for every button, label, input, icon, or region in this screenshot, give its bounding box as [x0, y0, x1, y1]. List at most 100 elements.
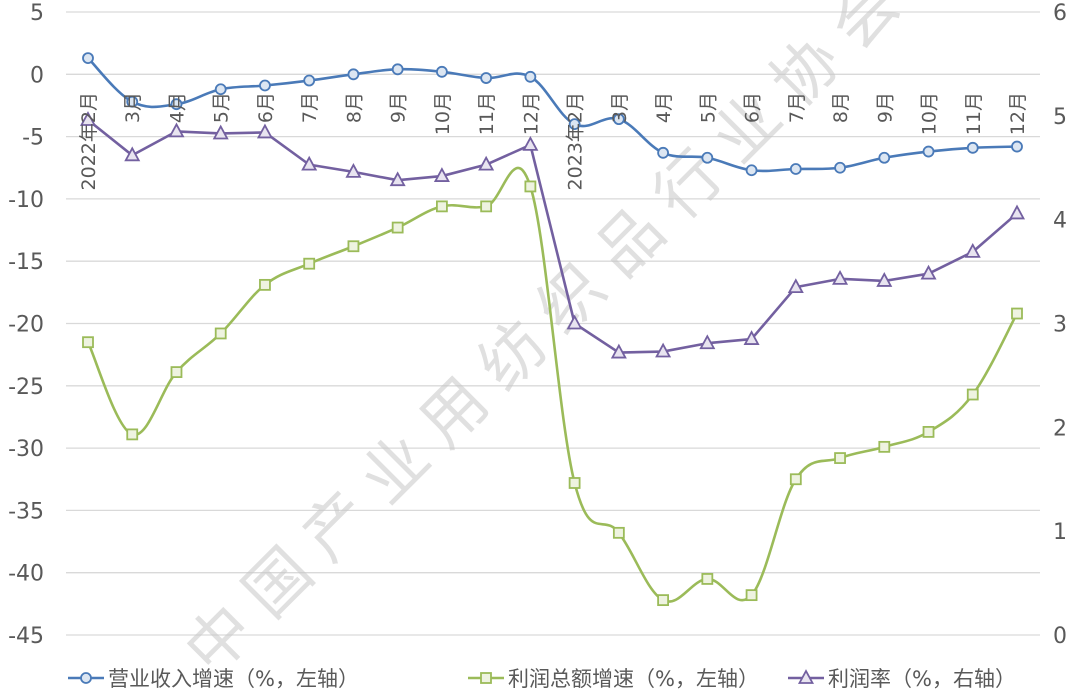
square-marker [878, 440, 891, 453]
square-marker [436, 200, 448, 213]
circle-marker [568, 118, 581, 131]
triangle-marker [610, 343, 627, 359]
square-marker [966, 388, 979, 401]
triangle-marker [797, 669, 815, 684]
triangle-marker [655, 342, 672, 358]
legend-item: 利润总额增速（%，左轴） [468, 667, 759, 691]
x-tick-label: 5月 [211, 92, 233, 123]
circle-marker [612, 113, 625, 126]
triangle-marker [920, 264, 937, 280]
x-tick-label: 3月 [609, 92, 631, 123]
circle-marker [480, 72, 493, 84]
x-tick-label: 9月 [874, 92, 896, 123]
watermark-char: 产 [289, 478, 387, 576]
left-tick-label: -25 [8, 375, 44, 400]
x-tick-label: 10月 [432, 92, 454, 135]
circle-marker [745, 164, 758, 177]
x-tick-label: 4月 [653, 92, 675, 123]
circle-marker [878, 151, 891, 164]
square-marker [391, 221, 404, 234]
watermark-char: 织 [523, 250, 621, 348]
series-square [82, 166, 1023, 607]
right-y-axis: 6 5 4 3 2 1 0 [1053, 1, 1067, 649]
square-marker [480, 672, 492, 684]
square-marker [303, 257, 316, 270]
watermark-char: 用 [406, 364, 504, 462]
circle-marker [922, 145, 935, 158]
triangle-marker [79, 111, 97, 126]
left-tick-label: -15 [8, 250, 44, 275]
circle-marker [126, 95, 139, 108]
x-tick-label: 12月 [1007, 92, 1029, 135]
x-tick-label: 6月 [255, 92, 277, 123]
square-marker [657, 594, 669, 607]
square-marker [922, 426, 935, 438]
x-tick-label: 8月 [343, 92, 365, 123]
circle-marker [80, 672, 92, 684]
triangle-marker [743, 330, 760, 345]
x-tick-label: 7月 [786, 92, 808, 123]
right-tick-label: 1 [1053, 520, 1067, 545]
square-marker [834, 452, 846, 464]
left-tick-label: -40 [8, 562, 44, 587]
triangle-marker [478, 155, 495, 171]
x-tick-label: 2022年2月 [78, 92, 100, 190]
triangle-marker [345, 163, 362, 178]
square-marker [701, 573, 714, 585]
x-axis-labels: 2022年2月 3月 4月 5月 6月 7月 8月 9月 10月 11月 12月 2023年2月 3月 4… [78, 92, 1029, 190]
circle-marker [657, 146, 669, 159]
right-tick-label: 5 [1053, 105, 1067, 130]
x-tick-label: 9月 [388, 92, 410, 123]
left-tick-label: -30 [8, 437, 44, 462]
triangle-marker [168, 122, 185, 138]
triangle-marker [124, 146, 141, 162]
triangle-marker [212, 124, 229, 140]
triangle-marker [389, 171, 406, 187]
watermark-char: 业 [347, 421, 445, 519]
series-line [87, 118, 1018, 354]
x-tick-label: 11月 [476, 92, 498, 135]
x-tick-label: 7月 [299, 92, 321, 123]
left-tick-label: -20 [8, 313, 44, 338]
triangle-marker [787, 278, 804, 294]
circle-marker [259, 79, 271, 92]
left-tick-label: -10 [8, 188, 44, 213]
right-tick-label: 0 [1053, 624, 1067, 649]
series-circle [82, 52, 1023, 177]
square-marker [170, 366, 183, 378]
circle-marker [966, 141, 979, 154]
x-tick-label: 6月 [742, 92, 764, 123]
circle-marker [701, 151, 714, 164]
legend-label: 利润率（%，右轴） [828, 667, 1016, 691]
legend-item: 利润率（%，右轴） [788, 667, 1016, 691]
circle-marker [170, 98, 183, 111]
legend-label: 营业收入增速（%，左轴） [108, 667, 359, 691]
triangle-marker [1008, 204, 1026, 220]
square-marker [745, 589, 758, 602]
x-tick-label: 11月 [963, 92, 985, 135]
x-tick-label: 3月 [122, 92, 144, 123]
circle-marker [214, 83, 227, 96]
x-tick-label: 10月 [919, 92, 941, 135]
left-tick-label: -35 [8, 499, 44, 524]
left-tick-label: -5 [22, 126, 44, 151]
square-marker [612, 526, 625, 539]
triangle-marker [522, 136, 539, 151]
watermark-char: 纺 [465, 307, 563, 405]
square-marker [1011, 307, 1023, 320]
left-tick-label: 5 [30, 1, 44, 26]
triangle-marker [699, 334, 716, 350]
triangle-marker [876, 272, 893, 287]
square-marker [259, 278, 271, 291]
x-tick-label: 8月 [830, 92, 852, 123]
x-tick-label: 2023年2月 [565, 92, 587, 190]
circle-marker [82, 52, 94, 65]
right-tick-label: 6 [1053, 1, 1067, 26]
legend-item: 营业收入增速（%，左轴） [68, 667, 359, 691]
triangle-marker [964, 242, 981, 258]
left-tick-label: 0 [30, 63, 44, 88]
triangle-marker [301, 155, 318, 171]
legend: 营业收入增速（%，左轴） 利润总额增速（%，左轴） 利润率（%，右轴） [68, 667, 1016, 691]
square-marker [789, 473, 802, 486]
